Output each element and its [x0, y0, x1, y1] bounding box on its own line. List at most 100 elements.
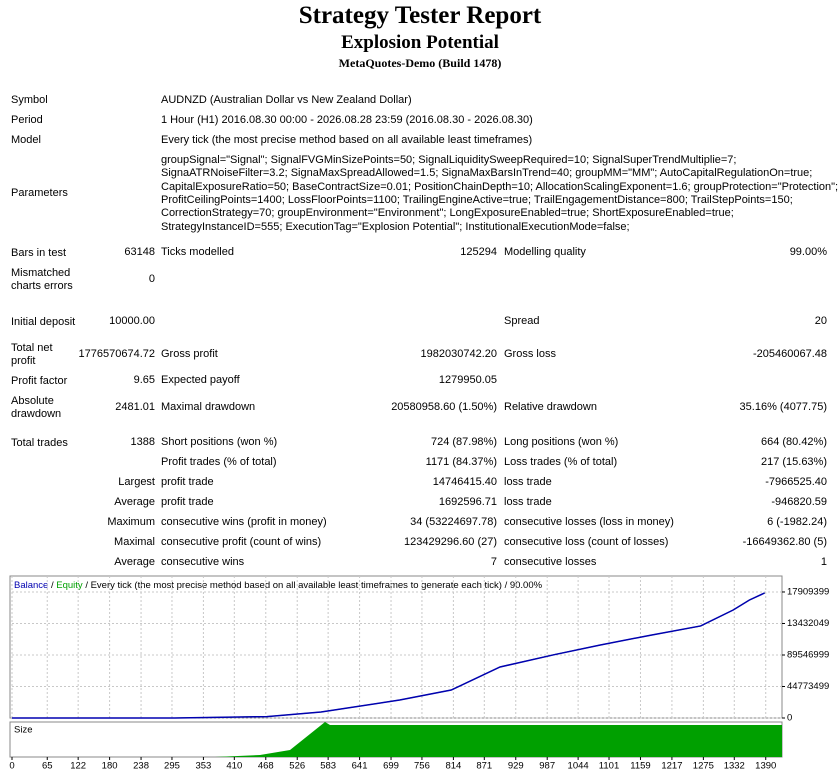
x-tick-label: 295 [164, 761, 180, 772]
stat-value: 125294 [460, 246, 497, 258]
stat-value: 724 (87.98%) [430, 436, 497, 448]
x-tick-label: 180 [102, 761, 118, 772]
report-build: MetaQuotes-Demo (Build 1478) [338, 56, 502, 70]
x-tick-label: 756 [414, 761, 430, 772]
stat-label: Bars in test [11, 246, 67, 259]
stat-label: consecutive loss (count of losses) [504, 536, 669, 548]
stat-value: 34 (53224697.78) [410, 516, 497, 528]
stat-label: Total trades [11, 436, 68, 449]
stat-label: Short positions (won %) [161, 436, 278, 448]
x-tick-label: 699 [383, 761, 399, 772]
legend-separator: / [51, 580, 54, 591]
stat-value: 123429296.60 (27) [404, 536, 497, 548]
info-value: ProfitCeilingPoints=1400; LossFloorPoint… [161, 194, 793, 206]
info-value: SignaATRNoiseFilter=3.2; SignaMaxSpreadA… [161, 167, 813, 180]
stat-value: -7966525.40 [765, 476, 827, 488]
stat-label: Long positions (won %) [504, 436, 619, 448]
report-subtitle: Explosion Potential [341, 32, 499, 53]
stat-label: Average [114, 496, 155, 508]
stat-label: Average [114, 556, 155, 568]
x-tick-label: 410 [226, 761, 242, 772]
stat-label: Maximal drawdown [161, 401, 256, 413]
stat-label: Maximum [107, 516, 155, 528]
stat-value: 1279950.05 [438, 374, 497, 386]
balance-line [12, 592, 765, 719]
legend-description: / Every tick (the most precise method ba… [85, 580, 542, 591]
x-tick-label: 641 [352, 761, 368, 772]
info-value: CorrectionStrategy=70; groupEnvironment=… [161, 207, 734, 220]
x-tick-label: 871 [476, 761, 492, 772]
stat-value: 63148 [124, 246, 155, 258]
y-tick-label: 89546999 [787, 650, 829, 661]
info-label: Period [11, 114, 43, 126]
stat-value: -205460067.48 [752, 348, 827, 360]
x-tick-label: 987 [539, 761, 555, 772]
stat-value: -946820.59 [771, 496, 827, 508]
stat-label: Total net profit [11, 341, 53, 367]
stat-label: Initial deposit [11, 315, 76, 328]
stat-value: 14746415.40 [432, 476, 497, 488]
info-label: Model [11, 134, 41, 146]
stat-label: Absolute drawdown [11, 394, 62, 420]
legend-balance: Balance [14, 580, 48, 591]
stat-value: 1 [820, 556, 827, 568]
info-value: AUDNZD (Australian Dollar vs New Zealand… [161, 94, 412, 107]
stat-label: profit trade [161, 476, 214, 488]
x-tick-label: 468 [258, 761, 274, 772]
x-tick-label: 353 [195, 761, 211, 772]
size-bars [215, 722, 782, 757]
stat-label: Gross profit [161, 348, 218, 360]
size-label: Size [14, 725, 32, 736]
x-tick-label: 238 [133, 761, 149, 772]
stat-label: consecutive wins (profit in money) [161, 516, 327, 528]
x-tick-label: 814 [445, 761, 461, 772]
x-tick-label: 1332 [724, 761, 745, 772]
balance-chart: Balance / Equity / Every tick (the most … [9, 575, 829, 772]
chart-panel [9, 575, 783, 719]
stat-value: 20 [814, 315, 827, 327]
info-value: groupSignal="Signal"; SignalFVGMinSizePo… [161, 154, 737, 167]
x-tick-label: 1159 [630, 761, 650, 772]
stat-value: 35.16% (4077.75) [739, 401, 827, 413]
stat-label: Profit factor [11, 374, 68, 387]
stat-label: Profit trades (% of total) [161, 456, 277, 468]
stat-label: Ticks modelled [161, 246, 234, 258]
info-value: Every tick (the most precise method base… [161, 134, 533, 147]
stat-value: 2481.01 [115, 401, 155, 413]
stat-value: 7 [490, 556, 497, 568]
y-tick-label: 13432049 [787, 618, 829, 629]
stat-label: Gross loss [504, 348, 556, 360]
x-tick-label: 65 [42, 761, 53, 772]
stat-value: -16649362.80 (5) [742, 536, 827, 548]
stat-value: 10000.00 [109, 315, 155, 327]
x-tick-label: 0 [9, 761, 14, 772]
x-tick-label: 1217 [661, 761, 682, 772]
stat-value: 217 (15.63%) [760, 456, 827, 468]
stat-value: 99.00% [789, 246, 827, 258]
stat-value: 1982030742.20 [420, 348, 497, 360]
stat-label: consecutive wins [161, 556, 245, 568]
y-tick-label: 44773499 [787, 681, 829, 692]
x-tick-label: 1275 [693, 761, 714, 772]
stat-value: 9.65 [133, 374, 155, 386]
stat-value: 1776570674.72 [78, 348, 155, 360]
x-tick-label: 583 [320, 761, 336, 772]
stat-label: consecutive losses [504, 556, 597, 568]
stat-value: 1692596.71 [438, 496, 497, 508]
legend-equity: Equity [56, 580, 83, 591]
stat-label: Mismatched charts errors [11, 266, 73, 292]
x-tick-label: 526 [289, 761, 305, 772]
stat-value: 6 (-1982.24) [767, 516, 827, 528]
info-value: CapitalExposureRatio=50; BaseContractSiz… [161, 180, 839, 193]
x-tick-label: 929 [508, 761, 524, 772]
stat-label: consecutive losses (loss in money) [504, 516, 674, 528]
x-tick-label: 1044 [568, 761, 589, 772]
report-title: Strategy Tester Report [298, 2, 542, 29]
x-tick-label: 1101 [599, 761, 619, 772]
stat-label: Modelling quality [504, 246, 586, 258]
stat-label: Spread [504, 315, 540, 327]
info-label: Symbol [11, 94, 48, 106]
info-label: Parameters [11, 187, 68, 199]
x-tick-label: 1390 [755, 761, 776, 772]
